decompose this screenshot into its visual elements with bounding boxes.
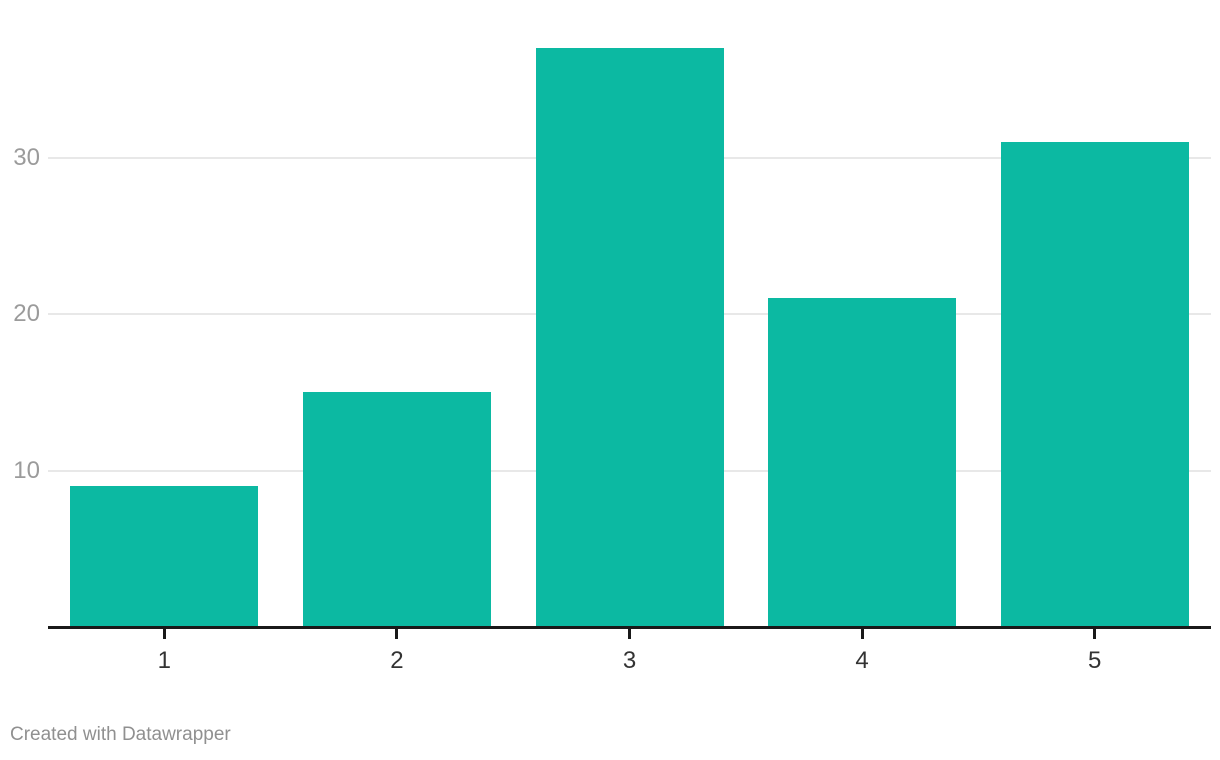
bar-2[interactable] (302, 392, 491, 627)
x-tick-label-1: 1 (157, 647, 171, 674)
x-tick-2 (395, 629, 399, 639)
x-tick-5 (1093, 629, 1097, 639)
attribution-text[interactable]: Created with Datawrapper (10, 724, 231, 745)
x-axis-line (48, 626, 1211, 629)
x-tick-label-4: 4 (855, 647, 869, 674)
bar-4[interactable] (768, 298, 957, 627)
y-tick-label-10: 10 (13, 456, 40, 484)
x-tick-label-2: 2 (390, 647, 404, 674)
bar-3[interactable] (535, 47, 724, 627)
bar-5[interactable] (1000, 141, 1189, 627)
x-tick-label-3: 3 (622, 647, 637, 674)
x-tick-3 (628, 629, 631, 639)
bar-1[interactable] (70, 486, 259, 627)
x-tick-1 (162, 629, 166, 639)
y-tick-label-30: 30 (13, 143, 40, 171)
x-tick-4 (860, 629, 864, 639)
x-tick-label-5: 5 (1088, 647, 1102, 674)
y-tick-label-20: 20 (13, 300, 40, 327)
